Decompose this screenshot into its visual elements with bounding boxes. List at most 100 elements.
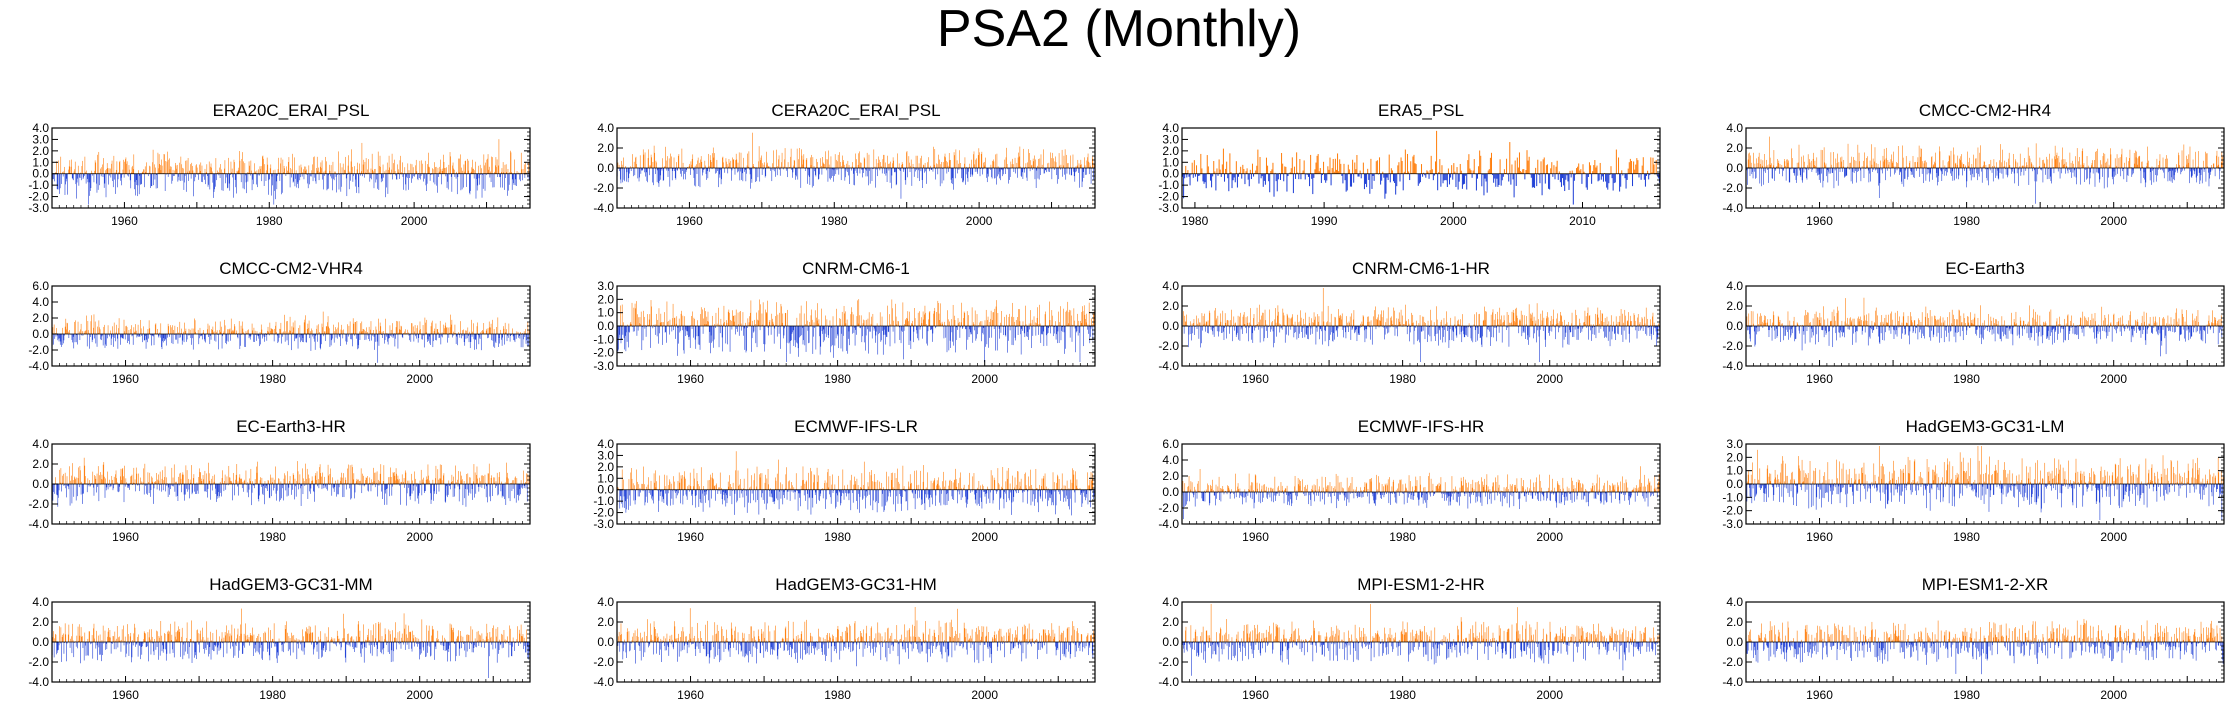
bar (688, 165, 690, 168)
bar (289, 316, 291, 334)
bar (739, 168, 741, 181)
bar (340, 334, 341, 346)
bar (294, 173, 296, 187)
bar (359, 163, 360, 174)
bar (1020, 326, 1021, 335)
bar (397, 321, 398, 334)
bar (76, 173, 78, 183)
bar (723, 305, 725, 326)
bar (1935, 152, 1936, 168)
bar (811, 154, 812, 168)
bar (317, 324, 319, 334)
bar (1788, 160, 1789, 168)
bar (825, 159, 827, 168)
bar (488, 166, 490, 174)
bar (438, 334, 440, 338)
bar (109, 168, 111, 174)
y-tick-label: -4.0 (1722, 201, 1743, 215)
bar (639, 168, 640, 178)
bar (790, 156, 791, 168)
bar (1982, 166, 1984, 168)
bar (445, 322, 447, 334)
bar (837, 326, 839, 336)
y-tick-label: 2.0 (1726, 141, 1743, 155)
bar (1821, 150, 1823, 168)
bar (942, 168, 943, 169)
bar (136, 173, 138, 185)
bar (659, 322, 661, 326)
bar (732, 310, 733, 326)
bar (157, 173, 158, 189)
bar (1925, 168, 1927, 181)
bar (440, 169, 442, 174)
bar (222, 172, 223, 174)
bar (1058, 311, 1059, 326)
bar (845, 168, 847, 171)
bar (101, 167, 103, 174)
bar (66, 329, 67, 334)
bar (675, 168, 677, 180)
bar (164, 334, 166, 341)
bar (1907, 168, 1909, 177)
bar (1088, 161, 1089, 168)
bar (1887, 160, 1889, 168)
bar (253, 327, 255, 334)
bar (1779, 168, 1780, 174)
bar (702, 326, 704, 334)
bar (2036, 168, 2038, 182)
bar (234, 324, 235, 334)
bar (227, 334, 229, 342)
bar (736, 159, 738, 168)
bar (2066, 166, 2068, 168)
bar (168, 326, 170, 334)
bar (787, 162, 789, 168)
bar (934, 149, 936, 168)
bar (819, 168, 820, 175)
bar (904, 324, 906, 326)
bar (80, 173, 82, 181)
bar (1523, 169, 1525, 174)
bar (1455, 173, 1457, 188)
bar (1851, 156, 1853, 168)
bar (2062, 147, 2063, 168)
bar (88, 173, 90, 183)
bar (523, 334, 524, 340)
bar (99, 172, 101, 174)
bar (1328, 169, 1330, 174)
bar (1430, 155, 1432, 174)
bar (272, 173, 273, 186)
bar (799, 166, 801, 168)
bar (851, 311, 853, 326)
bar (1088, 168, 1090, 175)
bar (450, 156, 451, 174)
bar (686, 326, 688, 336)
bar (1272, 162, 1274, 174)
bar (933, 164, 935, 168)
bar (514, 334, 515, 341)
bar (1845, 168, 1847, 176)
bar (669, 326, 670, 335)
bar (986, 326, 988, 345)
bar (671, 168, 673, 181)
y-tick-label: 0.0 (32, 327, 49, 341)
bar (920, 326, 921, 328)
bar (773, 323, 774, 326)
bar (179, 173, 181, 182)
bar (392, 173, 393, 180)
bar (712, 326, 714, 342)
bar (55, 172, 57, 174)
bar (1835, 158, 1837, 168)
bar (476, 334, 477, 350)
bar (2032, 165, 2034, 168)
bar (928, 319, 929, 326)
bar (1528, 156, 1530, 174)
bar (456, 171, 457, 174)
bar (431, 173, 433, 175)
bar (923, 319, 925, 326)
bar (175, 162, 176, 174)
bar (116, 324, 117, 334)
bar (726, 322, 728, 326)
bar (107, 325, 109, 334)
bar (681, 326, 683, 331)
bar (487, 334, 488, 339)
